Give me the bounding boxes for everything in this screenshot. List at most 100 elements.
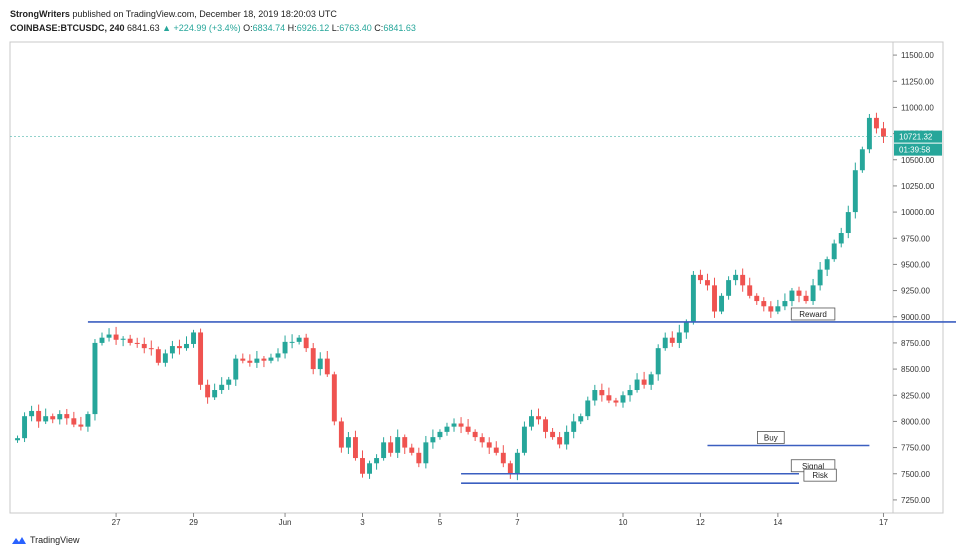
candle-body (676, 332, 682, 343)
candle-body (50, 416, 56, 420)
candle (444, 422, 450, 436)
candle-body (852, 170, 858, 213)
candle (768, 301, 774, 318)
candle-body (254, 358, 260, 363)
candle-body (134, 342, 140, 344)
candle (648, 371, 654, 390)
candle-body (155, 349, 161, 363)
candle (838, 227, 844, 248)
candle-body (627, 390, 633, 396)
candle-body (437, 431, 443, 438)
candle-body (402, 437, 408, 448)
candle-body (99, 337, 105, 343)
x-tick-label: 10 (619, 518, 628, 527)
candle-body (268, 357, 274, 361)
change: +224.99 (+3.4%) (173, 23, 241, 33)
countdown-label: 01:39:58 (899, 146, 931, 155)
candle-body (212, 390, 218, 398)
candle-body (451, 423, 457, 427)
candle-body (120, 338, 126, 340)
candle-body (43, 416, 49, 422)
candle (423, 435, 429, 469)
candle (176, 339, 182, 355)
candle (162, 349, 168, 367)
candle (712, 277, 717, 318)
candle-body (331, 374, 337, 422)
candle-body (430, 437, 436, 443)
y-tick-label: 9000.00 (901, 313, 930, 322)
candle (85, 411, 91, 432)
x-tick-label: Jun (279, 518, 292, 527)
y-tick-label: 10250.00 (901, 182, 935, 191)
candle-body (324, 358, 330, 375)
candle (803, 290, 809, 304)
candle (324, 350, 330, 377)
candle-body (705, 280, 710, 286)
candle-body (388, 442, 394, 453)
candle (852, 162, 858, 219)
candle-body (303, 337, 309, 349)
candle-body (592, 390, 598, 401)
candle (747, 277, 753, 299)
candle (331, 371, 337, 426)
candle-body (620, 395, 626, 403)
footer-brand: TradingView (30, 535, 80, 545)
candle (106, 328, 112, 342)
candle-body (395, 437, 401, 453)
candle (381, 437, 387, 461)
candle-body (78, 424, 84, 427)
candle (430, 429, 436, 449)
candle-body (775, 306, 781, 312)
candle-body (338, 421, 344, 448)
level-label-buy: Buy (764, 433, 778, 442)
candle (796, 286, 802, 303)
candle (775, 299, 781, 315)
candle-body (381, 442, 387, 459)
candle-body (789, 290, 795, 302)
candle-body (514, 452, 520, 474)
x-axis: 2729Jun357101214171921 (112, 513, 888, 527)
candle-body (521, 426, 527, 453)
candle-body (733, 274, 739, 281)
candle (57, 410, 63, 425)
candle (395, 429, 401, 458)
candle (191, 329, 196, 348)
candle-body (57, 414, 63, 420)
candle-body (240, 358, 246, 361)
candle-body (859, 149, 865, 171)
candle-body (782, 301, 788, 307)
candle-body (106, 334, 112, 338)
candle (719, 293, 725, 315)
candle (120, 336, 126, 347)
candle-body (36, 410, 42, 422)
candle (754, 293, 760, 305)
level-label-risk: Risk (812, 471, 829, 480)
candle-body (219, 384, 225, 391)
candle (261, 356, 267, 368)
candle-body (507, 463, 513, 474)
candle-body (472, 431, 478, 438)
y-tick-label: 11500.00 (901, 51, 934, 60)
candle (198, 328, 204, 390)
candle (15, 435, 20, 443)
candle-body (697, 274, 703, 281)
candle-body (754, 295, 760, 302)
symbol: COINBASE:BTCUSDC, 240 (10, 23, 125, 33)
y-tick-label: 8500.00 (901, 365, 930, 374)
candle (507, 460, 513, 479)
candle-body (29, 410, 35, 417)
candle-body (803, 295, 809, 302)
candle (127, 334, 133, 346)
candle-body (345, 437, 351, 448)
candle-body (282, 341, 288, 354)
candle (247, 354, 253, 367)
candle (873, 112, 879, 134)
candle (275, 348, 281, 362)
candle (599, 383, 605, 402)
current-price-tag (894, 130, 942, 143)
candle (697, 269, 703, 284)
candle (726, 276, 732, 300)
candle (205, 379, 211, 404)
candle (486, 437, 492, 454)
